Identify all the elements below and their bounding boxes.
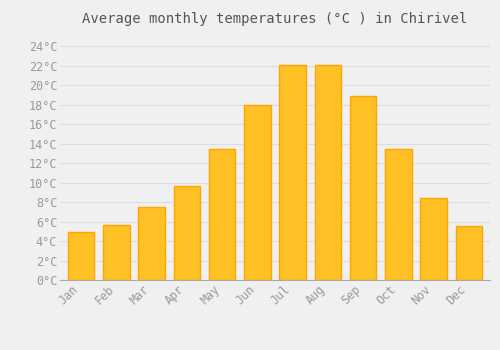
Bar [350, 96, 376, 280]
Bar [456, 226, 482, 280]
Bar [314, 65, 341, 280]
Bar [103, 225, 130, 280]
Bar [138, 207, 165, 280]
Bar [420, 198, 447, 280]
Bar [174, 187, 200, 280]
Bar [385, 149, 411, 280]
Bar [280, 65, 306, 280]
Bar [244, 105, 270, 280]
Bar [209, 149, 236, 280]
Bar [68, 232, 94, 280]
Title: Average monthly temperatures (°C ) in Chirivel: Average monthly temperatures (°C ) in Ch… [82, 12, 468, 26]
